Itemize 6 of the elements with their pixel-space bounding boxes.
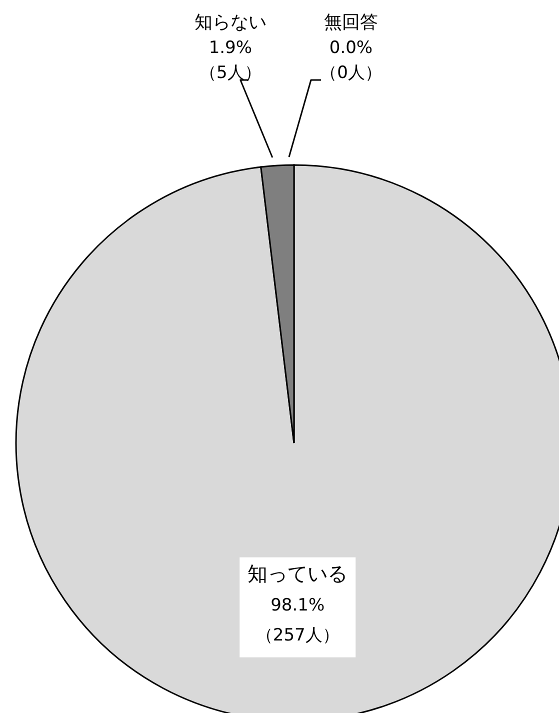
slice-label: 知っている — [248, 561, 348, 586]
data-label: 98.1% （257人） — [256, 595, 340, 646]
slice-label: 知らない — [194, 12, 266, 33]
text: 0.0% （0人） — [320, 38, 382, 83]
data-label: 1.9% （5人） — [200, 38, 262, 83]
category-label: 無回答 — [324, 12, 378, 33]
